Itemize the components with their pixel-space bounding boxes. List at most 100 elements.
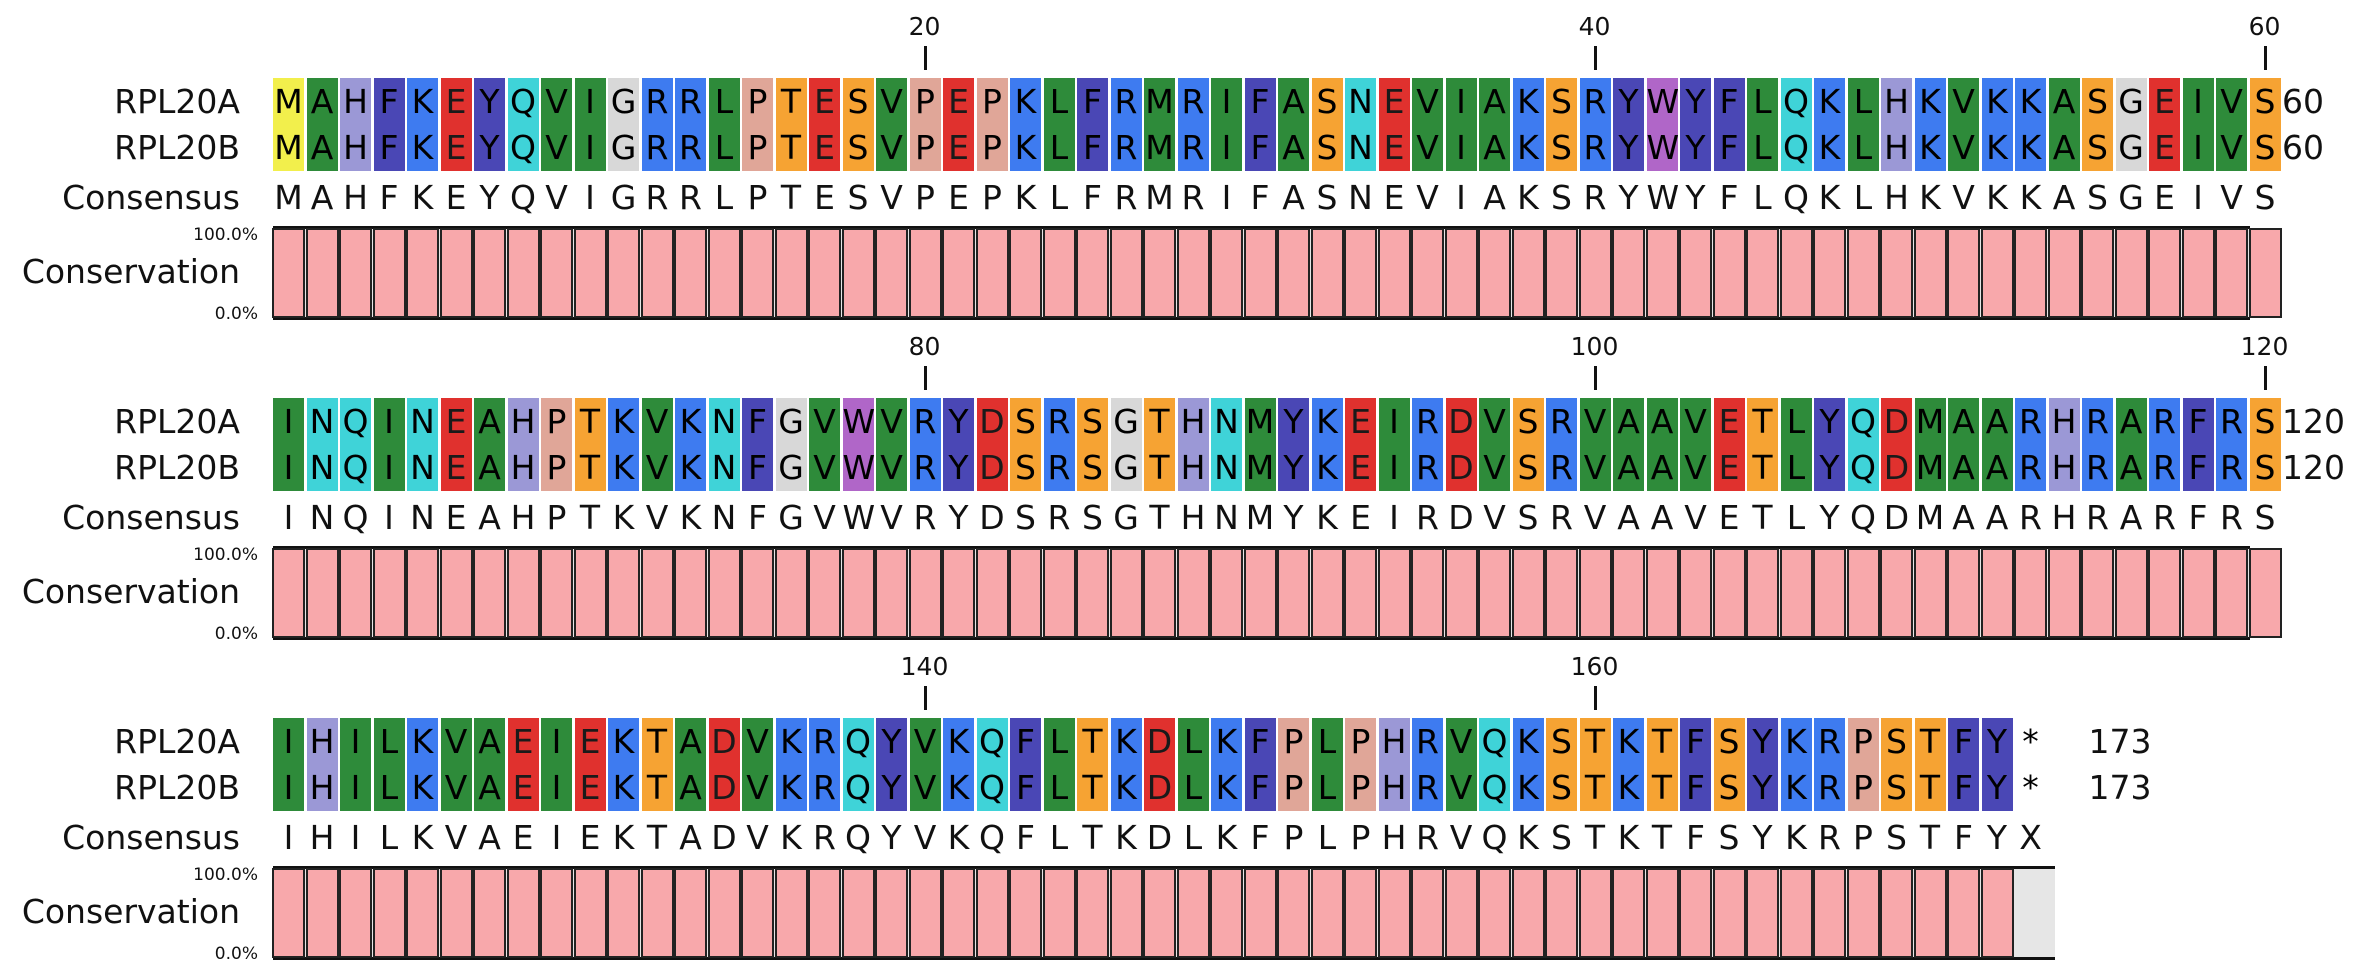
residue-cell: S <box>1546 78 1577 125</box>
conservation-bar <box>1846 548 1880 638</box>
residue-cell: R <box>675 124 706 171</box>
residue-cell: * <box>2022 722 2039 761</box>
residue-cell: R <box>2149 398 2180 445</box>
conservation-bar <box>406 548 439 638</box>
conservation-bar <box>1009 548 1042 638</box>
residue-cell: V <box>876 78 907 125</box>
consensus-residue: K <box>1215 818 1238 857</box>
residue-cell: A <box>2115 398 2147 445</box>
residue-cell: R <box>909 398 941 445</box>
residue-cell: S <box>1512 398 1544 445</box>
residue-cell: K <box>608 444 639 491</box>
position-tick-label: 120 <box>2240 332 2289 361</box>
residue-cell: R <box>2216 398 2247 445</box>
residue-cell: E <box>440 398 472 445</box>
residue-cell: G <box>608 78 639 125</box>
residue-cell: S <box>2249 444 2281 491</box>
conservation-bar <box>1980 228 2014 318</box>
conservation-bar <box>1143 868 1176 958</box>
residue-cell: R <box>1110 78 1142 125</box>
residue-cell: G <box>1110 398 1142 445</box>
consensus-residue: R <box>913 498 937 537</box>
conservation-bar <box>908 868 942 958</box>
residue-cell: P <box>1345 764 1376 811</box>
consensus-residue: S <box>1551 818 1572 857</box>
residue-cell: S <box>842 78 874 125</box>
conservation-label: Conservation <box>21 572 240 611</box>
residue-cell: V <box>1445 718 1477 765</box>
consensus-residue: G <box>1113 498 1139 537</box>
consensus-residue: S <box>1718 818 1740 857</box>
consensus-residue: L <box>1753 178 1772 217</box>
residue-cell: F <box>2182 398 2214 445</box>
conservation-bar <box>1746 228 1779 318</box>
residue-cell: G <box>608 124 639 171</box>
consensus-residue: K <box>679 498 702 537</box>
residue-cell: G <box>775 444 807 491</box>
consensus-residue: Q <box>1481 818 1508 857</box>
consensus-residue: Y <box>1618 178 1639 217</box>
residue-cell: L <box>1043 78 1075 125</box>
residue-cell: A <box>1948 398 1979 445</box>
residue-cell: V <box>1445 764 1477 811</box>
residue-cell: Q <box>1780 78 1812 125</box>
consensus-residue: P <box>546 498 567 537</box>
residue-cell: R <box>1412 398 1443 445</box>
residue-cell: D <box>1445 398 1477 445</box>
residue-cell: N <box>708 398 740 445</box>
conservation-bar <box>707 228 741 318</box>
consensus-residue: K <box>1785 818 1807 857</box>
conservation-bar <box>1176 548 1210 638</box>
consensus-residue: H <box>1381 818 1407 857</box>
residue-cell: A <box>1278 78 1309 125</box>
consensus-residue: Y <box>479 178 500 217</box>
conservation-bar <box>1243 228 1277 318</box>
residue-cell: T <box>775 124 807 171</box>
residue-cell: K <box>1010 78 1041 125</box>
consensus-residue: M <box>1915 498 1945 537</box>
position-tick-mark <box>923 686 927 710</box>
residue-cell: D <box>976 398 1008 445</box>
consensus-residue: I <box>551 818 562 857</box>
consensus-residue: E <box>948 178 969 217</box>
residue-cell: E <box>440 124 472 171</box>
consensus-residue: K <box>612 818 635 857</box>
consensus-residue: F <box>2188 498 2208 537</box>
conservation-bar <box>707 868 741 958</box>
residue-cell: S <box>1546 764 1577 811</box>
conservation-bar <box>1344 228 1377 318</box>
conservation-bar <box>1545 228 1578 318</box>
conservation-bar <box>2181 228 2215 318</box>
consensus-residue: R <box>1583 178 1607 217</box>
consensus-residue: T <box>780 178 802 217</box>
residue-cell: R <box>1412 444 1443 491</box>
conservation-bar <box>1645 548 1679 638</box>
conservation-bar <box>1310 868 1344 958</box>
consensus-residue: L <box>1786 498 1806 537</box>
consensus-residue: R <box>2153 498 2176 537</box>
conservation-bar <box>2114 548 2148 638</box>
consensus-residue: R <box>2220 498 2243 537</box>
residue-cell: H <box>2048 444 2080 491</box>
conservation-bar <box>1712 868 1746 958</box>
consensus-residue: S <box>1316 178 1338 217</box>
conservation-bar <box>1243 548 1277 638</box>
residue-cell: K <box>775 718 807 765</box>
residue-cell: D <box>1445 444 1477 491</box>
residue-cell: R <box>641 78 673 125</box>
consensus-residue: Y <box>1283 498 1304 537</box>
residue-cell: Y <box>474 124 505 171</box>
consensus-residue: I <box>384 498 394 537</box>
conservation-bar <box>1076 548 1109 638</box>
conservation-bar <box>1310 548 1344 638</box>
residue-cell: K <box>1780 718 1812 765</box>
conservation-bar <box>339 548 372 638</box>
residue-cell: T <box>1077 764 1108 811</box>
residue-cell: W <box>1646 124 1679 171</box>
conservation-bar <box>1679 868 1712 958</box>
conservation-bar <box>607 548 640 638</box>
consensus-residue: I <box>1221 178 1232 217</box>
conservation-bar <box>1344 548 1377 638</box>
consensus-residue: V <box>444 818 468 857</box>
consensus-residue: F <box>1250 178 1270 217</box>
